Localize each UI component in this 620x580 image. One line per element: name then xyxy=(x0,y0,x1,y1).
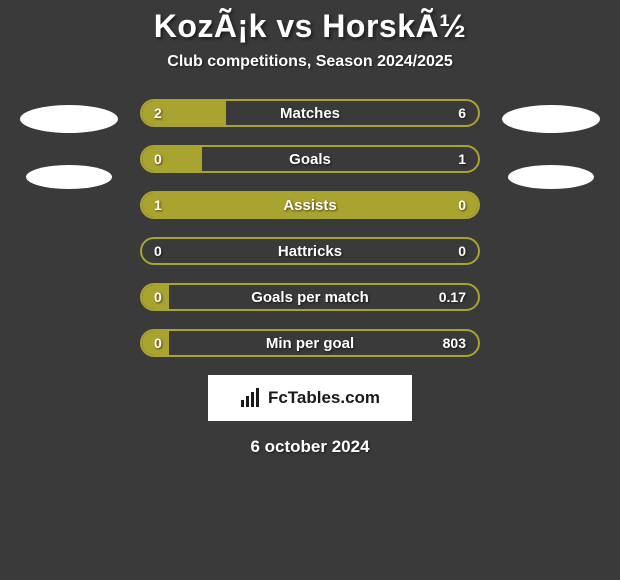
comparison-widget: KozÃ¡k vs HorskÃ½ Club competitions, Sea… xyxy=(0,0,620,580)
stat-label: Matches xyxy=(280,105,340,122)
stat-value-right: 1 xyxy=(458,151,466,167)
stat-value-left: 0 xyxy=(154,151,162,167)
stat-value-left: 0 xyxy=(154,289,162,305)
stat-bar-hattricks: 0 Hattricks 0 xyxy=(140,237,480,265)
left-logos xyxy=(20,99,118,189)
stat-bar-mpg: 0 Min per goal 803 xyxy=(140,329,480,357)
brand-link[interactable]: FcTables.com xyxy=(208,375,412,421)
stat-label: Hattricks xyxy=(278,243,342,260)
chart-icon xyxy=(240,388,262,408)
date-label: 6 october 2024 xyxy=(250,437,369,457)
stat-value-right: 6 xyxy=(458,105,466,121)
stat-fill xyxy=(142,147,202,171)
stat-value-left: 1 xyxy=(154,197,162,213)
right-logos xyxy=(502,99,600,189)
stat-value-right: 0 xyxy=(458,243,466,259)
stats-area: 2 Matches 6 0 Goals 1 1 Assists 0 0 Hatt… xyxy=(0,99,620,357)
team-logo-left-2 xyxy=(26,165,112,189)
stat-value-left: 0 xyxy=(154,243,162,259)
stat-label: Goals per match xyxy=(251,289,369,306)
stat-label: Goals xyxy=(289,151,331,168)
stat-bar-matches: 2 Matches 6 xyxy=(140,99,480,127)
stat-value-left: 0 xyxy=(154,335,162,351)
stat-bars: 2 Matches 6 0 Goals 1 1 Assists 0 0 Hatt… xyxy=(140,99,480,357)
stat-bar-assists: 1 Assists 0 xyxy=(140,191,480,219)
team-logo-left-1 xyxy=(20,105,118,133)
stat-value-right: 0 xyxy=(458,197,466,213)
brand-text: FcTables.com xyxy=(268,388,380,408)
subtitle: Club competitions, Season 2024/2025 xyxy=(167,53,452,71)
stat-label: Min per goal xyxy=(266,335,354,352)
stat-value-right: 0.17 xyxy=(439,289,466,305)
stat-label: Assists xyxy=(283,197,336,214)
stat-bar-goals: 0 Goals 1 xyxy=(140,145,480,173)
stat-value-right: 803 xyxy=(443,335,466,351)
stat-value-left: 2 xyxy=(154,105,162,121)
page-title: KozÃ¡k vs HorskÃ½ xyxy=(154,8,467,45)
team-logo-right-2 xyxy=(508,165,594,189)
stat-bar-gpm: 0 Goals per match 0.17 xyxy=(140,283,480,311)
team-logo-right-1 xyxy=(502,105,600,133)
